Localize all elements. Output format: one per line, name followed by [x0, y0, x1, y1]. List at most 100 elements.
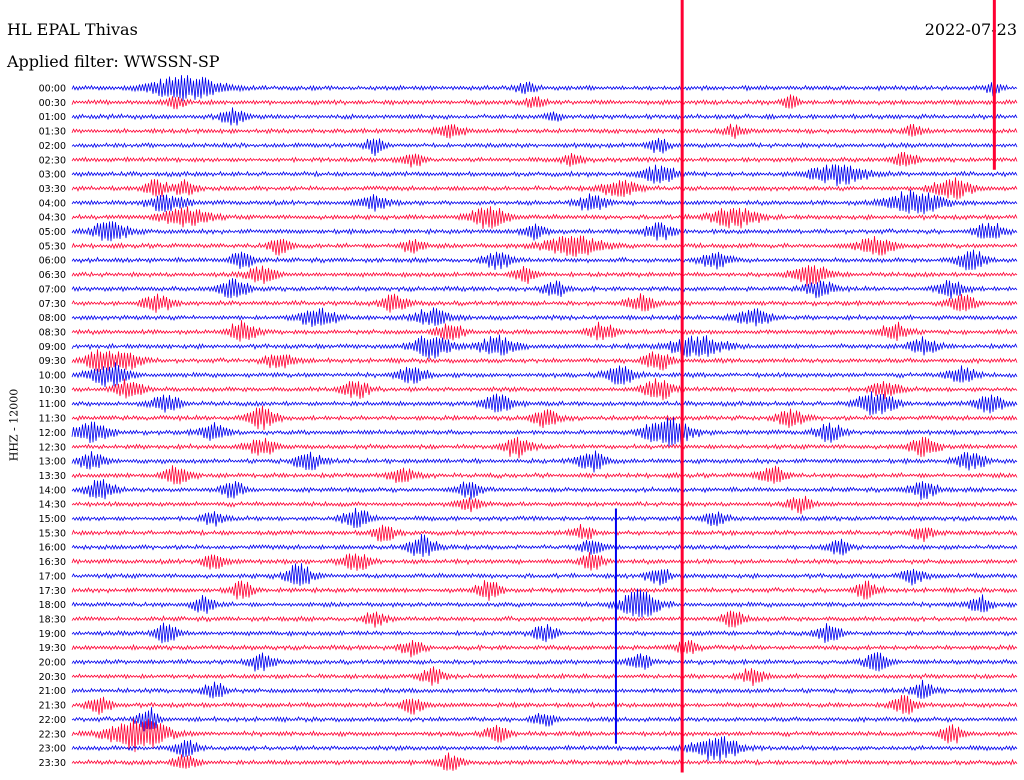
- time-label: 03:00: [39, 170, 66, 181]
- trace-line: [71, 707, 1018, 732]
- trace-line: [71, 391, 1018, 416]
- time-label: 22:30: [39, 729, 66, 740]
- time-label: 02:00: [39, 141, 66, 152]
- time-label: 11:30: [39, 414, 66, 425]
- trace-line: [71, 552, 1018, 571]
- time-label: 08:30: [39, 327, 66, 338]
- time-label: 23:00: [39, 744, 66, 755]
- trace-line: [71, 652, 1018, 672]
- time-label: 15:30: [39, 528, 66, 539]
- trace-line: [71, 736, 1018, 762]
- time-label: 22:00: [39, 715, 66, 726]
- time-label: 12:30: [39, 442, 66, 453]
- time-label: 07:00: [39, 284, 66, 295]
- trace-line: [71, 610, 1018, 628]
- trace-line: [71, 107, 1018, 126]
- filter-label: Applied filter: WWSSN-SP: [7, 52, 220, 71]
- time-label: 00:30: [39, 98, 66, 109]
- time-label: 07:30: [39, 299, 66, 310]
- trace-line: [71, 137, 1018, 157]
- trace-line: [71, 206, 1018, 229]
- time-label: 15:00: [39, 514, 66, 525]
- time-label: 21:00: [39, 686, 66, 697]
- trace-line: [71, 378, 1018, 401]
- time-label: 09:00: [39, 342, 66, 353]
- time-label: 14:30: [39, 500, 66, 511]
- time-label: 04:00: [39, 198, 66, 209]
- trace-line: [71, 293, 1018, 313]
- time-label: 21:30: [39, 701, 66, 712]
- trace-line: [71, 622, 1018, 644]
- trace-line: [71, 362, 1018, 388]
- time-label: 05:00: [39, 227, 66, 238]
- time-label: 11:00: [39, 399, 66, 410]
- time-label: 06:30: [39, 270, 66, 281]
- trace-line: [71, 235, 1018, 257]
- trace-line: [71, 436, 1018, 459]
- time-label: 20:00: [39, 658, 66, 669]
- time-label: 04:30: [39, 213, 66, 224]
- time-label: 18:00: [39, 600, 66, 611]
- trace-line: [71, 417, 1018, 447]
- time-label: 13:30: [39, 471, 66, 482]
- trace-line: [71, 75, 1018, 102]
- time-label: 13:00: [39, 457, 66, 468]
- trace-line: [71, 265, 1018, 287]
- trace-line: [71, 94, 1018, 110]
- trace-line: [71, 320, 1018, 342]
- trace-line: [71, 334, 1018, 359]
- time-label: 09:30: [39, 356, 66, 367]
- time-label: 17:00: [39, 571, 66, 582]
- trace-line: [71, 164, 1018, 187]
- trace-line: [71, 495, 1018, 515]
- time-label: 02:30: [39, 155, 66, 166]
- trace-line: [71, 465, 1018, 485]
- trace-line: [71, 524, 1018, 543]
- trace-line: [71, 221, 1018, 242]
- trace-line: [71, 507, 1018, 529]
- time-label: 03:30: [39, 184, 66, 195]
- trace-line: [71, 695, 1018, 715]
- trace-line: [71, 666, 1018, 687]
- trace-line: [71, 177, 1018, 200]
- time-label: 00:00: [39, 84, 66, 95]
- time-label: 08:00: [39, 313, 66, 324]
- trace-line: [71, 307, 1018, 327]
- time-label: 19:00: [39, 629, 66, 640]
- time-label: 12:00: [39, 428, 66, 439]
- trace-line: [71, 563, 1018, 586]
- time-label: 17:30: [39, 586, 66, 597]
- trace-line: [71, 580, 1018, 601]
- time-label: 23:30: [39, 758, 66, 769]
- time-label: 06:00: [39, 256, 66, 267]
- spike-layer: [614, 0, 996, 773]
- time-label: 16:30: [39, 557, 66, 568]
- time-label: 01:30: [39, 127, 66, 138]
- trace-line: [71, 349, 1018, 372]
- trace-line: [71, 249, 1018, 271]
- time-label: 10:30: [39, 385, 66, 396]
- trace-line: [71, 533, 1018, 557]
- trace-line: [71, 189, 1018, 215]
- time-label: 05:30: [39, 241, 66, 252]
- trace-line: [71, 718, 1018, 753]
- trace-line: [71, 479, 1018, 501]
- time-label: 10:00: [39, 371, 66, 382]
- time-label: 18:30: [39, 614, 66, 625]
- time-label: 01:00: [39, 112, 66, 123]
- trace-line: [71, 752, 1018, 771]
- station-title: HL EPAL Thivas: [7, 20, 138, 39]
- time-label: 16:00: [39, 543, 66, 554]
- time-label: 19:30: [39, 643, 66, 654]
- trace-line: [71, 123, 1018, 139]
- trace-line: [71, 639, 1018, 658]
- trace-line: [71, 450, 1018, 473]
- time-label-layer: 00:00 00:30 01:00 01:30 02:00 02:30 03:00 03:30…: [39, 84, 66, 769]
- trace-line: [71, 152, 1018, 168]
- trace-line: [71, 679, 1018, 699]
- trace-layer: [71, 75, 1018, 771]
- trace-line: [71, 405, 1018, 431]
- trace-line: [71, 588, 1018, 618]
- time-label: 14:00: [39, 485, 66, 496]
